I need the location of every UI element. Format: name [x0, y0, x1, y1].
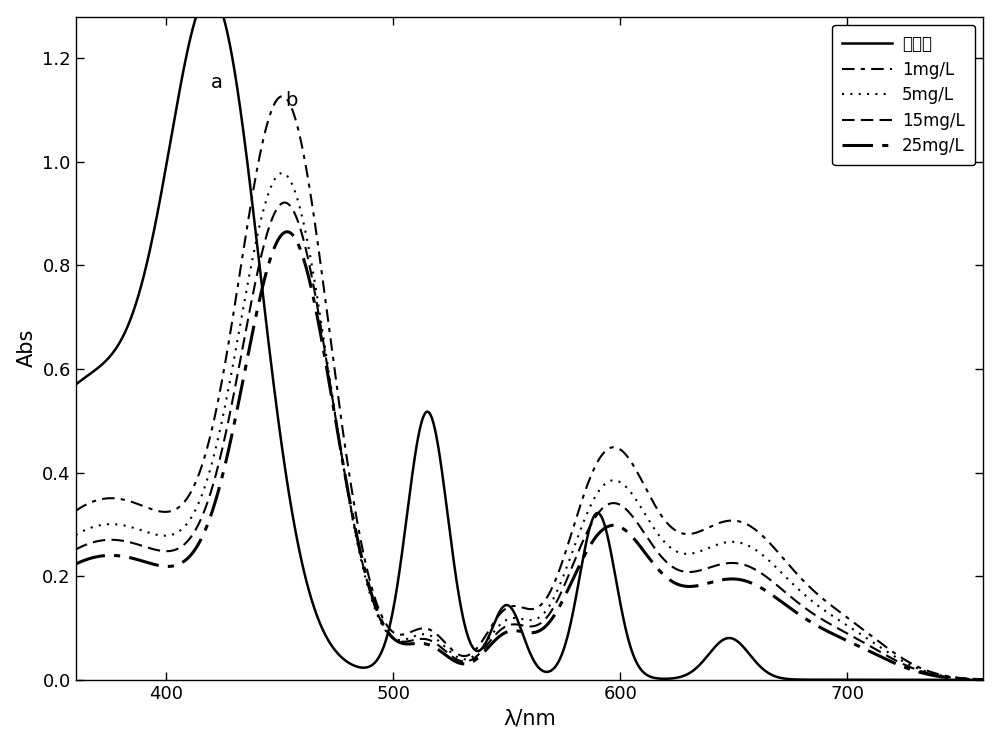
作用前 [785, 675, 797, 684]
5mg/L [977, 675, 989, 684]
15mg/L [951, 673, 963, 682]
1mg/L [977, 675, 989, 684]
Line: 15mg/L: 15mg/L [76, 203, 983, 679]
作用前 [70, 380, 82, 389]
25mg/L [511, 627, 523, 635]
15mg/L [70, 545, 82, 554]
25mg/L [977, 675, 989, 684]
15mg/L [116, 536, 128, 545]
1mg/L [951, 673, 963, 682]
X-axis label: λ/nm: λ/nm [503, 708, 556, 729]
作用前 [977, 676, 989, 685]
1mg/L [511, 602, 523, 611]
15mg/L [279, 198, 291, 207]
5mg/L [511, 614, 523, 623]
作用前 [951, 676, 963, 685]
5mg/L [785, 577, 797, 586]
Legend: 作用前, 1mg/L, 5mg/L, 15mg/L, 25mg/L: 作用前, 1mg/L, 5mg/L, 15mg/L, 25mg/L [832, 25, 975, 165]
15mg/L [785, 592, 797, 601]
5mg/L [487, 628, 499, 637]
25mg/L [281, 227, 293, 236]
5mg/L [70, 530, 82, 539]
5mg/L [276, 168, 288, 177]
5mg/L [116, 521, 128, 530]
Line: 5mg/L: 5mg/L [76, 173, 983, 679]
作用前 [116, 334, 128, 343]
1mg/L [70, 507, 82, 516]
Line: 1mg/L: 1mg/L [76, 96, 983, 679]
1mg/L [276, 92, 288, 101]
1mg/L [951, 673, 963, 682]
15mg/L [951, 673, 963, 682]
Line: 25mg/L: 25mg/L [76, 232, 983, 679]
5mg/L [951, 673, 963, 682]
Text: b: b [285, 91, 297, 110]
Y-axis label: Abs: Abs [17, 329, 37, 367]
1mg/L [116, 495, 128, 504]
25mg/L [951, 674, 963, 683]
25mg/L [487, 638, 499, 647]
25mg/L [70, 559, 82, 568]
作用前 [487, 621, 499, 630]
25mg/L [785, 604, 797, 613]
作用前 [511, 615, 523, 624]
15mg/L [487, 633, 499, 641]
25mg/L [116, 552, 128, 561]
15mg/L [511, 620, 523, 629]
Text: a: a [210, 73, 222, 92]
25mg/L [951, 674, 963, 683]
Line: 作用前: 作用前 [76, 0, 983, 680]
1mg/L [785, 562, 797, 571]
15mg/L [977, 675, 989, 684]
5mg/L [951, 673, 963, 682]
1mg/L [487, 618, 499, 627]
作用前 [951, 676, 963, 685]
